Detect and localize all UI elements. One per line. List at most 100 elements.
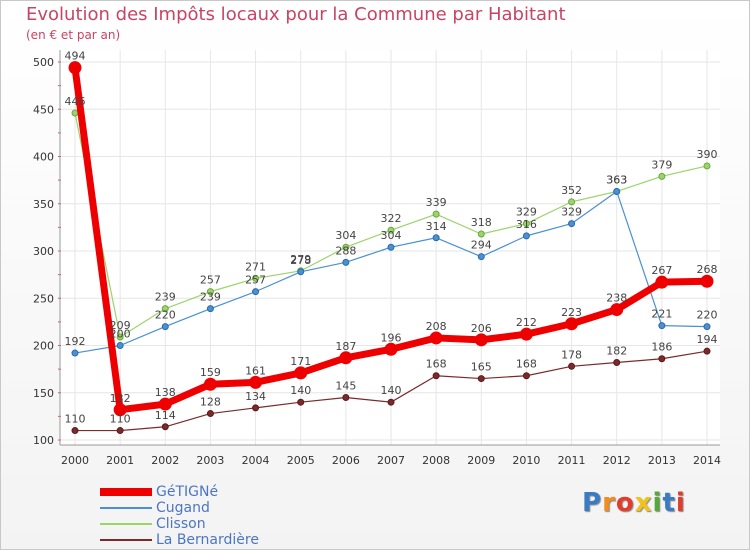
x-tick-label: 2005 <box>287 454 315 467</box>
data-point <box>432 234 440 242</box>
data-label: 134 <box>245 390 266 403</box>
data-label: 186 <box>651 341 672 354</box>
data-point <box>71 349 79 357</box>
data-label: 168 <box>426 358 447 371</box>
x-tick-label: 2011 <box>558 454 586 467</box>
data-label: 168 <box>516 358 537 371</box>
data-label: 206 <box>471 322 492 335</box>
data-label: 110 <box>110 413 131 426</box>
data-label: 209 <box>110 319 131 332</box>
data-point <box>522 372 530 380</box>
data-point <box>610 303 624 317</box>
data-point <box>249 375 263 389</box>
data-label: 187 <box>335 340 356 353</box>
data-point <box>342 393 350 401</box>
data-label: 182 <box>606 345 627 358</box>
logo-letter: P <box>582 488 603 518</box>
x-tick-label: 2008 <box>422 454 450 467</box>
x-tick-label: 2009 <box>467 454 495 467</box>
data-label: 140 <box>381 384 402 397</box>
logo-letter: r <box>602 488 616 518</box>
legend-label: La Bernardière <box>156 532 259 548</box>
data-label: 238 <box>606 292 627 305</box>
data-point <box>429 331 443 345</box>
data-point <box>387 243 395 251</box>
data-point <box>703 347 711 355</box>
data-label: 316 <box>516 218 537 231</box>
data-point <box>71 427 79 435</box>
y-tick-label: 400 <box>33 151 54 164</box>
data-label: 363 <box>606 173 627 186</box>
x-tick-label: 2001 <box>106 454 134 467</box>
x-tick-label: 2010 <box>512 454 540 467</box>
legend-label: Cugand <box>156 500 210 516</box>
chart-legend: GéTIGNé Cugand Clisson La Bernardière <box>100 484 259 548</box>
data-point <box>700 274 714 288</box>
logo-letter: i <box>652 488 663 518</box>
data-point <box>568 220 576 228</box>
data-point <box>565 317 579 331</box>
data-label: 271 <box>245 260 266 273</box>
data-point <box>384 342 398 356</box>
data-label: 171 <box>290 355 311 368</box>
data-label: 200 <box>110 328 131 341</box>
legend-label: GéTIGNé <box>156 484 219 500</box>
data-point <box>432 210 440 218</box>
data-label: 138 <box>155 386 176 399</box>
data-point <box>294 366 308 380</box>
y-tick-label: 100 <box>33 434 54 447</box>
data-label: 208 <box>426 320 447 333</box>
legend-swatch <box>100 523 152 525</box>
data-label: 114 <box>155 409 176 422</box>
x-tick-label: 2012 <box>603 454 631 467</box>
data-point <box>158 397 172 411</box>
data-label: 339 <box>426 196 447 209</box>
data-point <box>522 232 530 240</box>
chart-title: Evolution des Impôts locaux pour la Comm… <box>26 4 566 25</box>
data-point <box>432 372 440 380</box>
data-label: 145 <box>335 379 356 392</box>
data-label: 329 <box>561 206 582 219</box>
legend-label: Clisson <box>156 516 206 532</box>
data-label: 446 <box>65 95 86 108</box>
data-point <box>161 423 169 431</box>
data-label: 194 <box>697 333 718 346</box>
legend-item: La Bernardière <box>100 532 259 548</box>
data-label: 329 <box>516 206 537 219</box>
logo-letter: i <box>675 488 686 518</box>
data-point <box>477 253 485 261</box>
data-point <box>568 362 576 370</box>
data-label: 110 <box>65 413 86 426</box>
data-label: 279 <box>290 253 311 266</box>
legend-item: Clisson <box>100 516 259 532</box>
data-point <box>116 427 124 435</box>
data-point <box>206 288 214 296</box>
data-label: 278 <box>290 254 311 267</box>
data-label: 161 <box>245 364 266 377</box>
data-label: 304 <box>381 229 402 242</box>
data-label: 239 <box>155 291 176 304</box>
x-tick-label: 2002 <box>151 454 179 467</box>
data-label: 294 <box>471 239 492 252</box>
x-tick-label: 2007 <box>377 454 405 467</box>
legend-swatch <box>100 539 152 541</box>
data-point <box>342 258 350 266</box>
data-point <box>387 226 395 234</box>
data-label: 239 <box>200 291 221 304</box>
legend-swatch <box>100 488 152 496</box>
data-point <box>477 375 485 383</box>
data-point <box>116 333 124 341</box>
data-label: 322 <box>381 212 402 225</box>
x-tick-label: 2004 <box>242 454 270 467</box>
data-point <box>658 355 666 363</box>
data-point <box>252 274 260 282</box>
data-point <box>477 230 485 238</box>
data-label: 314 <box>426 220 447 233</box>
legend-swatch <box>100 507 152 509</box>
data-label: 221 <box>651 308 672 321</box>
data-label: 363 <box>606 173 627 186</box>
y-tick-label: 200 <box>33 340 54 353</box>
data-point <box>71 109 79 117</box>
data-label: 165 <box>471 361 492 374</box>
